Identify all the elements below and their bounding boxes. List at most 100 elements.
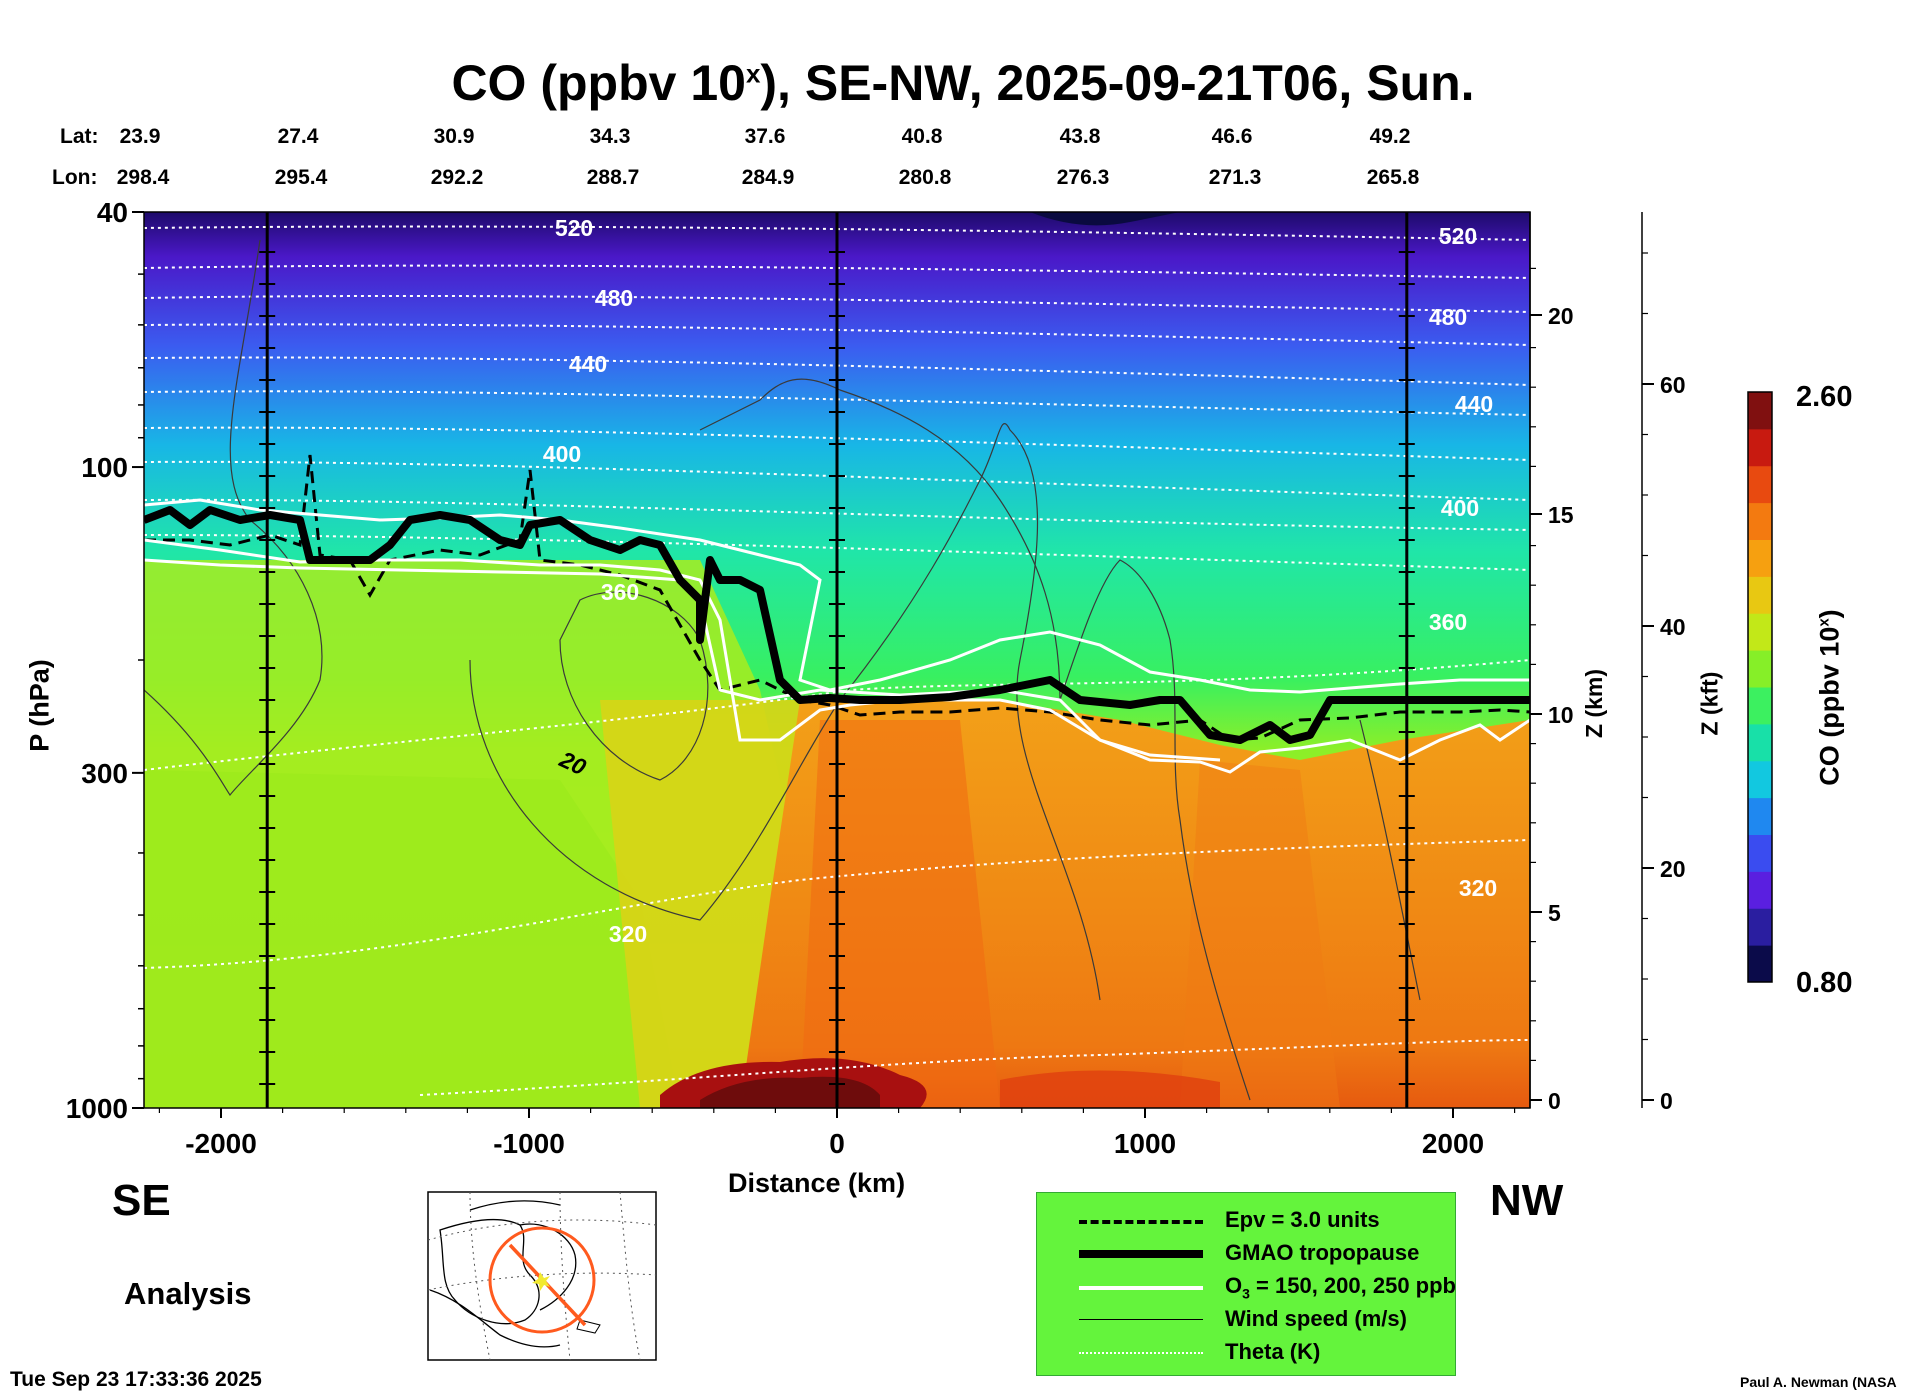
zkft-tick-label: 20 (1660, 856, 1686, 882)
zkm-tick-label: 15 (1548, 502, 1574, 528)
theta-label: 320 (1459, 875, 1497, 901)
zkm-tick-label: 0 (1548, 1088, 1561, 1114)
theta-label: 400 (543, 441, 581, 467)
lon-value: 284.9 (741, 166, 795, 189)
legend-label: Wind speed (m/s) (1225, 1306, 1407, 1331)
distance-axis: -2000 -1000 0 1000 2000 (158, 1108, 1516, 1159)
nw-label: NW (1490, 1176, 1564, 1225)
colorbar-swatch (1748, 465, 1772, 504)
z-kft-axis: 0 20 40 60 (1641, 212, 1686, 1114)
credit: Paul A. Newman (NASA (1740, 1374, 1897, 1390)
lon-header-label: Lon: (52, 166, 98, 189)
colorbar-frame (1747, 391, 1773, 983)
timestamp: Tue Sep 23 17:33:36 2025 (10, 1368, 262, 1391)
legend-item-epv: Epv = 3.0 units (1037, 1205, 1455, 1237)
lat-value: 37.6 (744, 125, 786, 148)
lon-value: 280.8 (898, 166, 952, 189)
theta-contours (144, 225, 1530, 1096)
theta-labels: 520 520 480 480 440 440 400 400 360 360 320 320 (543, 215, 1497, 947)
theta-label: 480 (595, 285, 633, 311)
lon-value: 265.8 (1366, 166, 1420, 189)
theta-label: 520 (555, 215, 593, 241)
dotted-line-icon (1079, 1352, 1203, 1354)
colorbar-swatch (1748, 650, 1772, 688)
x-tick-label: -1000 (493, 1128, 565, 1159)
colorbar-swatch (1748, 687, 1772, 725)
theta-label: 480 (1429, 304, 1467, 330)
y-tick-label: 40 (97, 197, 128, 228)
colorbar-swatch (1748, 760, 1772, 799)
zkft-tick-label: 0 (1660, 1088, 1673, 1114)
lon-value: 295.4 (274, 166, 328, 189)
legend-item-wind: Wind speed (m/s) (1037, 1304, 1455, 1336)
lon-value: 298.4 (116, 166, 170, 189)
colorbar-swatch (1748, 871, 1772, 909)
colorbar-swatch (1748, 834, 1772, 872)
legend-item-tropopause: GMAO tropopause (1037, 1238, 1455, 1270)
theta-label: 440 (569, 351, 607, 377)
dashed-line-icon (1079, 1220, 1203, 1224)
z-kft-label: Z (kft) (1696, 671, 1723, 736)
colorbar-swatch (1748, 908, 1772, 946)
colorbar-swatch (1748, 613, 1772, 651)
lon-value: 271.3 (1208, 166, 1262, 189)
y-tick-label: 100 (81, 452, 128, 483)
theta-label: 360 (601, 579, 639, 605)
reference-lines (259, 212, 1415, 1108)
colorbar-swatch (1748, 945, 1772, 983)
lat-header-label: Lat: (60, 125, 99, 148)
lat-value: 49.2 (1369, 125, 1411, 148)
tropopause-line (144, 506, 1530, 744)
colorbar-swatch (1748, 723, 1772, 762)
zkm-tick-label: 5 (1548, 900, 1561, 926)
colorbar-swatch (1748, 428, 1772, 467)
theta-label: 360 (1429, 609, 1467, 635)
inset-map (427, 1191, 657, 1361)
thick-line-icon (1079, 1250, 1203, 1258)
lat-value: 40.8 (901, 125, 943, 148)
y-axis-label: P (hPa) (24, 659, 55, 752)
z-km-axis: 0 5 10 15 20 (1529, 212, 1574, 1114)
legend-label: Theta (K) (1225, 1339, 1321, 1364)
theta-label: 320 (609, 921, 647, 947)
legend-label: Epv = 3.0 units (1225, 1207, 1380, 1232)
x-tick-label: -2000 (185, 1128, 257, 1159)
theta-label: 440 (1455, 391, 1493, 417)
colorbar-swatch (1748, 576, 1772, 614)
lat-value: 46.6 (1211, 125, 1253, 148)
x-tick-label: 0 (829, 1128, 845, 1159)
lat-value: 27.4 (277, 125, 319, 148)
y-tick-label: 300 (81, 758, 128, 789)
zkft-tick-label: 40 (1660, 614, 1686, 640)
lat-value: 30.9 (433, 125, 475, 148)
x-tick-label: 1000 (1114, 1128, 1176, 1159)
lat-value: 43.8 (1059, 125, 1101, 148)
x-tick-label: 2000 (1422, 1128, 1484, 1159)
colorbar-swatch (1748, 539, 1772, 577)
analysis-label: Analysis (124, 1276, 252, 1311)
colorbar-max-label: 2.60 (1796, 381, 1852, 413)
zkm-tick-label: 10 (1548, 702, 1574, 728)
colorbar-min-label: 0.80 (1796, 967, 1852, 999)
legend-item-theta: Theta (K) (1037, 1337, 1455, 1369)
lon-value: 288.7 (586, 166, 640, 189)
zkft-tick-label: 60 (1660, 372, 1686, 398)
colorbar-label: CO (ppbv 10x) (1814, 609, 1845, 786)
white-line-icon (1079, 1286, 1203, 1290)
legend-label: O3 = 150, 200, 250 ppb (1225, 1273, 1456, 1302)
zkm-tick-label: 20 (1548, 303, 1574, 329)
pressure-axis: 40 100 300 1000 (66, 197, 144, 1124)
legend-label: GMAO tropopause (1225, 1240, 1420, 1265)
colorbar-swatch (1748, 797, 1772, 835)
colorbar-swatch (1748, 502, 1772, 540)
z-km-label: Z (km) (1581, 669, 1607, 738)
theta-label: 520 (1439, 223, 1477, 249)
lat-value: 23.9 (119, 125, 161, 148)
theta-label: 400 (1441, 495, 1479, 521)
lat-value: 34.3 (589, 125, 631, 148)
legend-item-o3: O3 = 150, 200, 250 ppb (1037, 1271, 1456, 1303)
x-axis-label: Distance (km) (728, 1168, 906, 1198)
colorbar-swatch (1748, 392, 1772, 430)
y-tick-label: 1000 (66, 1093, 128, 1124)
